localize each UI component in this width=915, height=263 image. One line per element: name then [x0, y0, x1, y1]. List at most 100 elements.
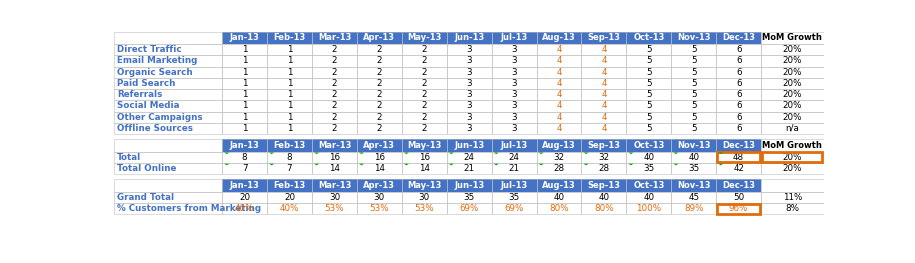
Bar	[357, 55, 402, 67]
Bar	[491, 67, 536, 78]
Bar	[491, 192, 536, 203]
Bar	[447, 179, 491, 192]
Text: 24: 24	[509, 153, 520, 162]
Bar	[536, 152, 581, 163]
Bar	[536, 100, 581, 112]
Bar	[447, 152, 491, 163]
Bar	[267, 139, 312, 152]
Bar	[114, 100, 222, 112]
Text: 45: 45	[688, 193, 699, 202]
Text: 20%: 20%	[782, 79, 802, 88]
Bar	[761, 192, 824, 203]
Bar	[267, 44, 312, 55]
Bar	[312, 67, 357, 78]
Bar	[672, 112, 716, 123]
Bar	[357, 203, 402, 214]
Bar	[716, 89, 761, 100]
Text: 3: 3	[511, 113, 517, 122]
Text: 1: 1	[242, 124, 247, 133]
Text: 2: 2	[332, 45, 338, 54]
Text: Jun-13: Jun-13	[454, 33, 484, 42]
Bar	[491, 55, 536, 67]
Bar	[222, 55, 267, 67]
Polygon shape	[359, 153, 364, 154]
Text: 7: 7	[242, 164, 247, 173]
Text: 40%: 40%	[235, 204, 254, 213]
Bar	[312, 152, 357, 163]
Bar	[716, 192, 761, 203]
Bar	[627, 163, 672, 174]
Bar	[716, 152, 761, 163]
Text: 4: 4	[601, 124, 607, 133]
Bar	[581, 163, 627, 174]
Bar	[716, 179, 761, 192]
Bar	[447, 100, 491, 112]
Bar	[402, 44, 447, 55]
Bar	[716, 78, 761, 89]
Text: MoM Growth: MoM Growth	[762, 33, 823, 42]
Bar	[761, 89, 824, 100]
Bar	[114, 139, 222, 152]
Bar	[627, 67, 672, 78]
Text: Social Media: Social Media	[117, 102, 179, 110]
Text: Total: Total	[117, 153, 142, 162]
Bar	[222, 139, 267, 152]
Text: 6: 6	[736, 79, 741, 88]
Bar	[222, 192, 267, 203]
Text: 2: 2	[377, 45, 382, 54]
Text: Jan-13: Jan-13	[230, 141, 260, 150]
Bar	[312, 123, 357, 134]
Text: 48: 48	[733, 153, 744, 162]
Text: 35: 35	[643, 164, 654, 173]
Bar	[312, 152, 357, 163]
Bar	[672, 152, 716, 163]
Text: 4: 4	[601, 45, 607, 54]
Bar	[402, 67, 447, 78]
Bar	[536, 55, 581, 67]
Text: 40: 40	[554, 193, 565, 202]
Text: 4: 4	[601, 113, 607, 122]
Text: 5: 5	[646, 102, 651, 110]
Bar	[267, 89, 312, 100]
Bar	[536, 112, 581, 123]
Bar	[536, 192, 581, 203]
Bar	[114, 123, 222, 134]
Bar	[357, 100, 402, 112]
Bar	[491, 78, 536, 89]
Bar	[267, 123, 312, 134]
Text: 3: 3	[467, 57, 472, 65]
Text: 3: 3	[467, 90, 472, 99]
Text: 6: 6	[736, 68, 741, 77]
Bar	[627, 44, 672, 55]
Text: 1: 1	[286, 57, 292, 65]
Bar	[716, 112, 761, 123]
Bar	[581, 139, 627, 152]
Text: 20%: 20%	[782, 113, 802, 122]
Text: 1: 1	[286, 68, 292, 77]
Text: Jan-13: Jan-13	[230, 33, 260, 42]
Bar	[581, 89, 627, 100]
Bar	[627, 112, 672, 123]
Bar	[761, 152, 824, 163]
Bar	[672, 192, 716, 203]
Bar	[402, 32, 447, 44]
Bar	[222, 67, 267, 78]
Text: 2: 2	[332, 102, 338, 110]
Text: 5: 5	[646, 90, 651, 99]
Bar	[402, 112, 447, 123]
Bar	[672, 179, 716, 192]
Bar	[267, 163, 312, 174]
Bar	[402, 203, 447, 214]
Text: 89%: 89%	[684, 204, 704, 213]
Bar	[267, 55, 312, 67]
Bar	[402, 55, 447, 67]
Bar	[357, 192, 402, 203]
Bar	[627, 123, 672, 134]
Text: 2: 2	[422, 79, 427, 88]
Bar	[716, 44, 761, 55]
Bar	[114, 123, 222, 134]
Bar	[447, 192, 491, 203]
Text: Offline Sources: Offline Sources	[117, 124, 193, 133]
Bar	[402, 89, 447, 100]
Bar	[536, 78, 581, 89]
